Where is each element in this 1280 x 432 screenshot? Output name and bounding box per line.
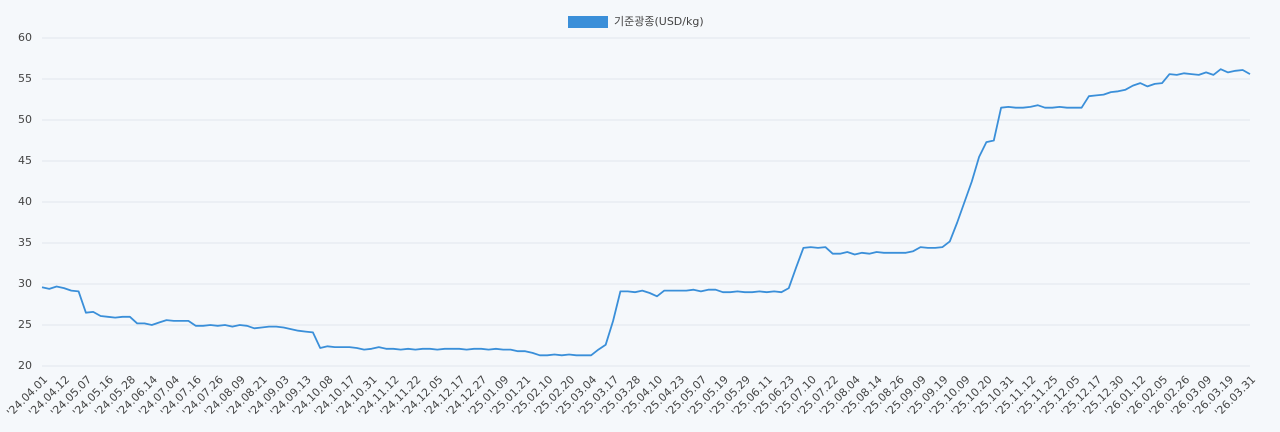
y-tick-label: 20 bbox=[18, 359, 32, 372]
y-tick-label: 40 bbox=[18, 195, 32, 208]
y-tick-label: 25 bbox=[18, 318, 32, 331]
y-tick-label: 55 bbox=[18, 72, 32, 85]
y-tick-label: 50 bbox=[18, 113, 32, 126]
data-line bbox=[41, 68, 1251, 357]
y-tick-label: 60 bbox=[18, 31, 32, 44]
y-tick-label: 35 bbox=[18, 236, 32, 249]
legend-swatch bbox=[568, 16, 608, 28]
y-tick-label: 45 bbox=[18, 154, 32, 167]
legend-label: 기준광종(USD/kg) bbox=[614, 15, 704, 28]
y-tick-label: 30 bbox=[18, 277, 32, 290]
